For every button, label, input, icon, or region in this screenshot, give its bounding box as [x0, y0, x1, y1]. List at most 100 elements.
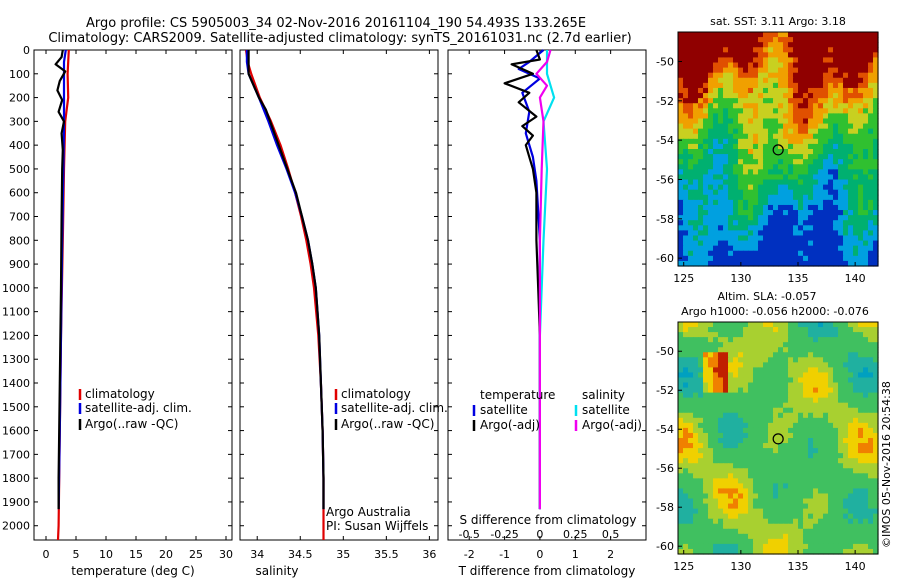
- map-cell: [808, 159, 814, 165]
- map-cell: [753, 103, 759, 109]
- map-cell: [718, 250, 724, 257]
- map-cell: [843, 123, 849, 130]
- map-cell: [853, 113, 859, 120]
- map-cell: [778, 159, 784, 165]
- map-cell: [853, 402, 859, 409]
- map-cell: [708, 392, 714, 399]
- map-cell: [753, 62, 759, 69]
- map-cell: [853, 255, 859, 262]
- map-cell: [678, 235, 684, 242]
- map-cell: [688, 513, 694, 520]
- map-cell: [858, 154, 864, 160]
- map-cell: [818, 518, 824, 525]
- map-cell: [813, 77, 819, 84]
- map-cell: [738, 250, 744, 257]
- map-cell: [703, 387, 709, 394]
- map-cell: [743, 443, 749, 449]
- map-cell: [838, 52, 844, 59]
- map-cell: [843, 87, 849, 94]
- map-cell: [843, 468, 849, 474]
- map-cell: [818, 407, 824, 414]
- map-cell: [688, 215, 694, 221]
- map-cell: [863, 448, 869, 454]
- map-cell: [788, 169, 794, 176]
- map-cell: [858, 548, 864, 555]
- y-tick-label: 100: [9, 68, 30, 81]
- imos-stamp: ©IMOS 05-Nov-2016 20:54:38: [880, 381, 893, 548]
- map-cell: [703, 199, 709, 206]
- map-cell: [758, 367, 764, 374]
- map-cell: [763, 179, 769, 186]
- map-cell: [758, 548, 764, 555]
- map-cell: [843, 432, 849, 439]
- legend-label: climatology: [85, 387, 155, 401]
- map-cell: [753, 422, 759, 429]
- map-cell: [713, 513, 719, 520]
- map-cell: [678, 432, 684, 439]
- map-cell: [833, 215, 839, 221]
- map-cell: [713, 245, 719, 252]
- map-cell: [783, 387, 789, 394]
- map-cell: [818, 87, 824, 94]
- map-cell: [763, 225, 769, 231]
- map-cell: [798, 118, 804, 125]
- map-cell: [693, 235, 699, 242]
- map-cell: [853, 215, 859, 221]
- map-cell: [698, 427, 704, 434]
- map-cell: [728, 528, 734, 535]
- map-cell: [678, 143, 684, 150]
- map-cell: [758, 128, 764, 135]
- map-cell: [808, 427, 814, 434]
- map-cell: [848, 77, 854, 84]
- map-cell: [768, 113, 774, 120]
- map-cell: [718, 72, 724, 79]
- map-cell: [868, 87, 874, 94]
- map-cell: [843, 149, 849, 155]
- map-cell: [718, 528, 724, 535]
- map-cell: [858, 458, 864, 464]
- map-cell: [788, 347, 794, 353]
- map-cell: [743, 220, 749, 226]
- map-cell: [808, 357, 814, 363]
- map-cell: [858, 143, 864, 150]
- map-cell: [833, 397, 839, 404]
- map-cell: [823, 503, 829, 510]
- map-cell: [808, 342, 814, 348]
- map-cell: [833, 189, 839, 196]
- map-cell: [738, 220, 744, 226]
- map-cell: [703, 255, 709, 262]
- map-cell: [763, 453, 769, 459]
- map-cell: [778, 417, 784, 424]
- map-cell: [713, 194, 719, 201]
- map-cell: [798, 113, 804, 120]
- map-cell: [788, 357, 794, 363]
- map-cell: [838, 143, 844, 150]
- map-cell: [763, 377, 769, 384]
- map-cell: [793, 250, 799, 257]
- map-cell: [858, 133, 864, 140]
- temperature-panel: 0100200300400500600700800900100011001200…: [2, 44, 233, 578]
- map-cell: [728, 372, 734, 379]
- map-cell: [713, 508, 719, 515]
- map-cell: [868, 128, 874, 135]
- map-cell: [818, 225, 824, 231]
- map-cell: [858, 508, 864, 515]
- map-cell: [823, 57, 829, 64]
- map-cell: [688, 52, 694, 59]
- map-cell: [738, 87, 744, 94]
- map-cell: [853, 149, 859, 155]
- map-cell: [678, 508, 684, 515]
- map-cell: [783, 508, 789, 515]
- map-cell: [848, 143, 854, 150]
- map-cell: [803, 67, 809, 74]
- map-cell: [803, 392, 809, 399]
- map-cell: [743, 204, 749, 211]
- map-cell: [803, 42, 809, 48]
- map-cell: [703, 123, 709, 130]
- map-cell: [853, 174, 859, 181]
- map-cell: [708, 543, 714, 550]
- map-cell: [813, 250, 819, 257]
- map-cell: [688, 220, 694, 226]
- map-cell: [868, 184, 874, 191]
- map-cell: [738, 189, 744, 196]
